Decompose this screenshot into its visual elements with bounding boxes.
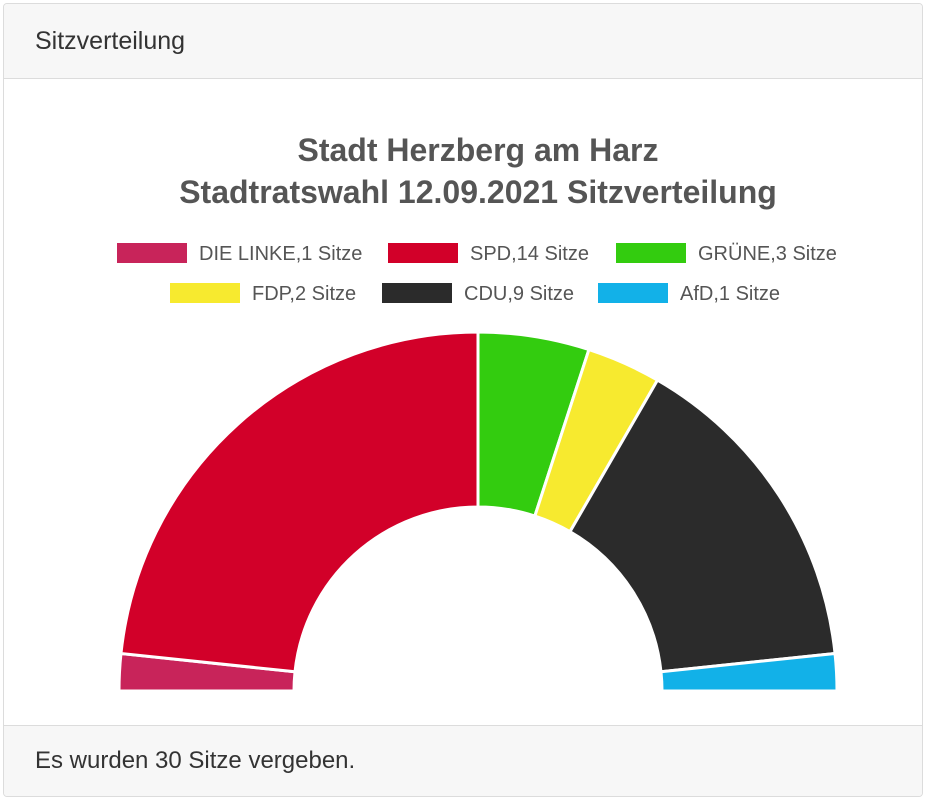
panel-footer: Es wurden 30 Sitze vergeben. <box>4 725 922 796</box>
legend-swatch-die-linke <box>117 243 187 263</box>
legend-swatch-afd <box>598 283 668 303</box>
legend-swatch-fdp <box>170 283 240 303</box>
legend-swatch-spd <box>388 243 458 263</box>
legend-label-spd: SPD,14 Sitze <box>470 243 589 265</box>
arc-cdu[interactable] <box>568 378 837 674</box>
legend-item-gruene[interactable]: GRÜNE,3 Sitze <box>616 243 837 265</box>
legend-item-cdu[interactable]: CDU,9 Sitze <box>382 283 574 305</box>
arc-spd[interactable] <box>119 330 480 674</box>
legend-item-afd[interactable]: AfD,1 Sitze <box>598 283 780 305</box>
chart-legend: DIE LINKE,1 Sitze SPD,14 Sitze GRÜNE,3 Sit… <box>117 243 837 305</box>
legend-item-die-linke[interactable]: DIE LINKE,1 Sitze <box>117 243 362 265</box>
legend-label-cdu: CDU,9 Sitze <box>464 283 574 305</box>
legend-swatch-cdu <box>382 283 452 303</box>
chart-arcs <box>117 330 839 693</box>
legend-swatch-gruene <box>616 243 686 263</box>
legend-item-fdp[interactable]: FDP,2 Sitze <box>170 283 356 305</box>
panel-header: Sitzverteilung <box>4 4 922 79</box>
seat-chart: Stadt Herzberg am Harz Stadtratswahl 12.… <box>117 132 839 693</box>
chart-title-line-1: Stadt Herzberg am Harz <box>298 132 659 168</box>
arc-afd[interactable] <box>659 651 839 693</box>
legend-item-spd[interactable]: SPD,14 Sitze <box>388 243 589 265</box>
legend-label-fdp: FDP,2 Sitze <box>252 283 356 305</box>
legend-label-die-linke: DIE LINKE,1 Sitze <box>199 243 362 265</box>
legend-label-gruene: GRÜNE,3 Sitze <box>698 243 837 265</box>
chart-area: Stadt Herzberg am Harz Stadtratswahl 12.… <box>4 79 922 727</box>
legend-label-afd: AfD,1 Sitze <box>680 283 780 305</box>
chart-title-line-2: Stadtratswahl 12.09.2021 Sitzverteilung <box>179 174 777 210</box>
seat-distribution-panel: Sitzverteilung Stadt Herzberg am Harz St… <box>3 3 923 797</box>
